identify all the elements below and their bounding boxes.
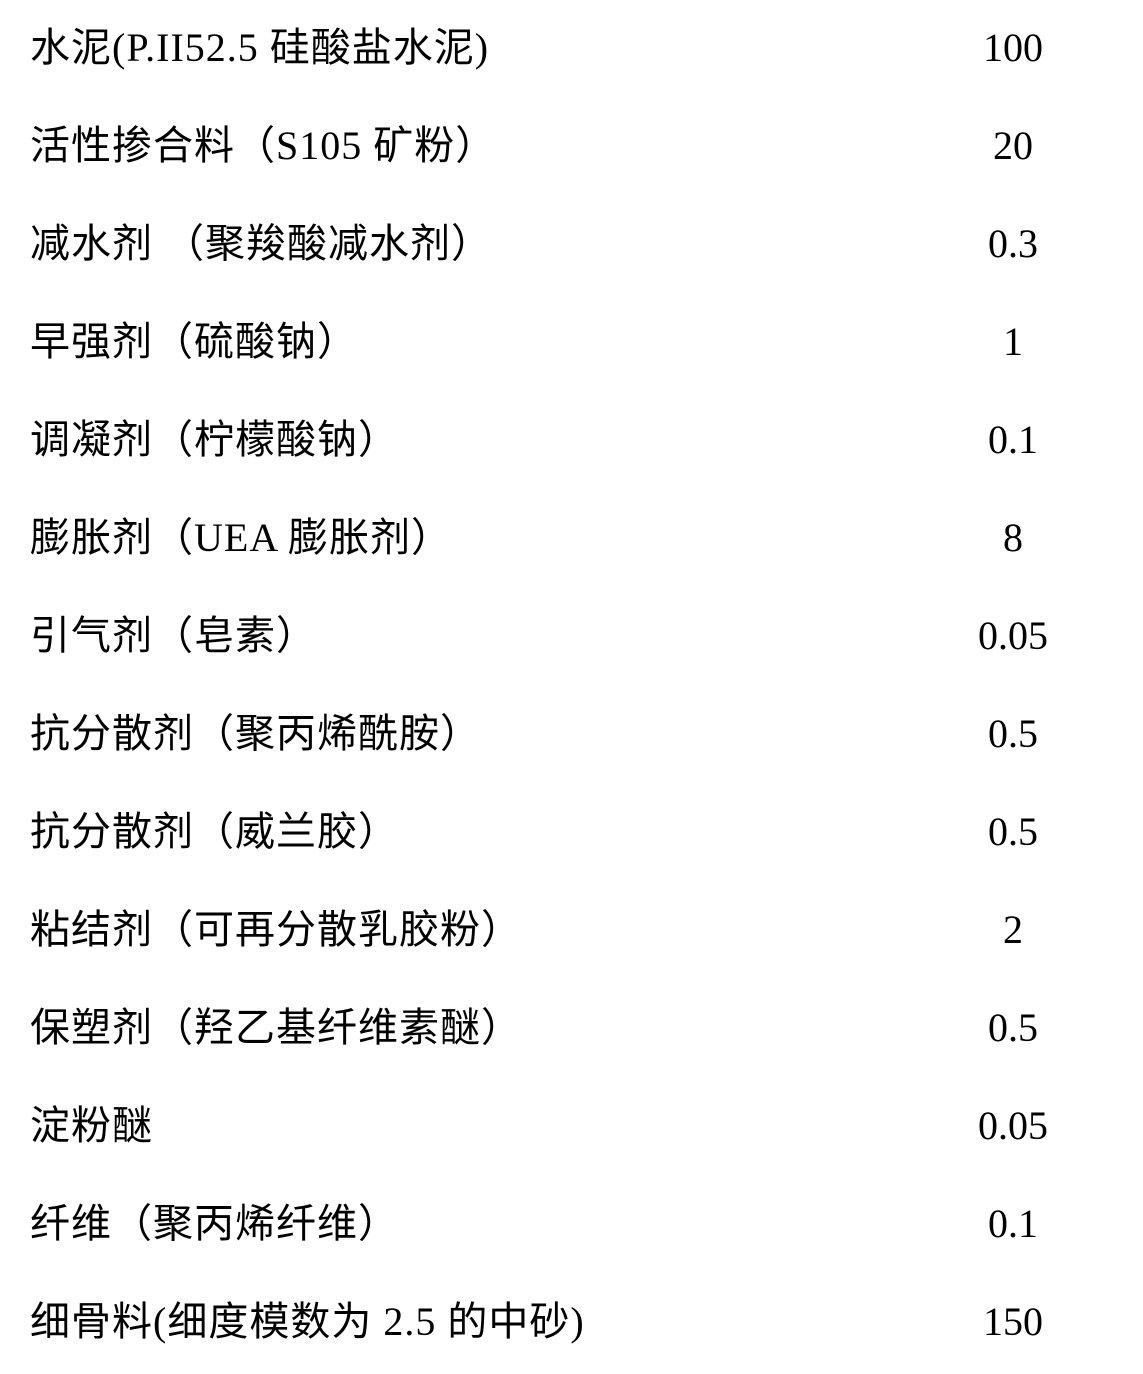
ingredient-value: 0.5 bbox=[913, 804, 1113, 860]
ingredient-label: 粘结剂（可再分散乳胶粉） bbox=[30, 902, 913, 958]
ingredient-value: 0.05 bbox=[913, 608, 1113, 664]
ingredient-label: 抗分散剂（威兰胶） bbox=[30, 804, 913, 860]
table-row: 早强剂（硫酸钠） 1 bbox=[30, 314, 1113, 370]
table-row: 纤维（聚丙烯纤维） 0.1 bbox=[30, 1196, 1113, 1252]
table-row: 减水剂 （聚羧酸减水剂） 0.3 bbox=[30, 216, 1113, 272]
table-row: 活性掺合料（S105 矿粉） 20 bbox=[30, 118, 1113, 174]
ingredient-value: 2 bbox=[913, 902, 1113, 958]
ingredient-label: 纤维（聚丙烯纤维） bbox=[30, 1196, 913, 1252]
ingredient-label: 膨胀剂（UEA 膨胀剂） bbox=[30, 510, 913, 566]
ingredient-value: 0.05 bbox=[913, 1098, 1113, 1154]
table-row: 抗分散剂（聚丙烯酰胺） 0.5 bbox=[30, 706, 1113, 762]
table-row: 引气剂（皂素） 0.05 bbox=[30, 608, 1113, 664]
ingredient-value: 0.3 bbox=[913, 216, 1113, 272]
table-row: 水泥(P.II52.5 硅酸盐水泥) 100 bbox=[30, 20, 1113, 76]
ingredient-label: 细骨料(细度模数为 2.5 的中砂) bbox=[30, 1294, 913, 1350]
ingredient-label: 活性掺合料（S105 矿粉） bbox=[30, 118, 913, 174]
ingredient-value: 150 bbox=[913, 1294, 1113, 1350]
table-row: 淀粉醚 0.05 bbox=[30, 1098, 1113, 1154]
table-row: 调凝剂（柠檬酸钠） 0.1 bbox=[30, 412, 1113, 468]
ingredient-label: 抗分散剂（聚丙烯酰胺） bbox=[30, 706, 913, 762]
ingredient-label: 减水剂 （聚羧酸减水剂） bbox=[30, 216, 913, 272]
ingredient-value: 0.1 bbox=[913, 1196, 1113, 1252]
ingredient-value: 8 bbox=[913, 510, 1113, 566]
table-row: 膨胀剂（UEA 膨胀剂） 8 bbox=[30, 510, 1113, 566]
ingredient-value: 0.5 bbox=[913, 1000, 1113, 1056]
ingredient-label: 早强剂（硫酸钠） bbox=[30, 314, 913, 370]
table-row: 保塑剂（羟乙基纤维素醚） 0.5 bbox=[30, 1000, 1113, 1056]
ingredient-label: 引气剂（皂素） bbox=[30, 608, 913, 664]
ingredient-value: 100 bbox=[913, 20, 1113, 76]
ingredient-value: 1 bbox=[913, 314, 1113, 370]
ingredient-value: 0.1 bbox=[913, 412, 1113, 468]
table-row: 抗分散剂（威兰胶） 0.5 bbox=[30, 804, 1113, 860]
ingredient-label: 淀粉醚 bbox=[30, 1098, 913, 1154]
ingredient-label: 调凝剂（柠檬酸钠） bbox=[30, 412, 913, 468]
ingredient-label: 保塑剂（羟乙基纤维素醚） bbox=[30, 1000, 913, 1056]
table-row: 细骨料(细度模数为 2.5 的中砂) 150 bbox=[30, 1294, 1113, 1350]
ingredients-table: 水泥(P.II52.5 硅酸盐水泥) 100 活性掺合料（S105 矿粉） 20… bbox=[30, 20, 1113, 1350]
ingredient-value: 0.5 bbox=[913, 706, 1113, 762]
ingredient-value: 20 bbox=[913, 118, 1113, 174]
table-row: 粘结剂（可再分散乳胶粉） 2 bbox=[30, 902, 1113, 958]
ingredient-label: 水泥(P.II52.5 硅酸盐水泥) bbox=[30, 20, 913, 76]
